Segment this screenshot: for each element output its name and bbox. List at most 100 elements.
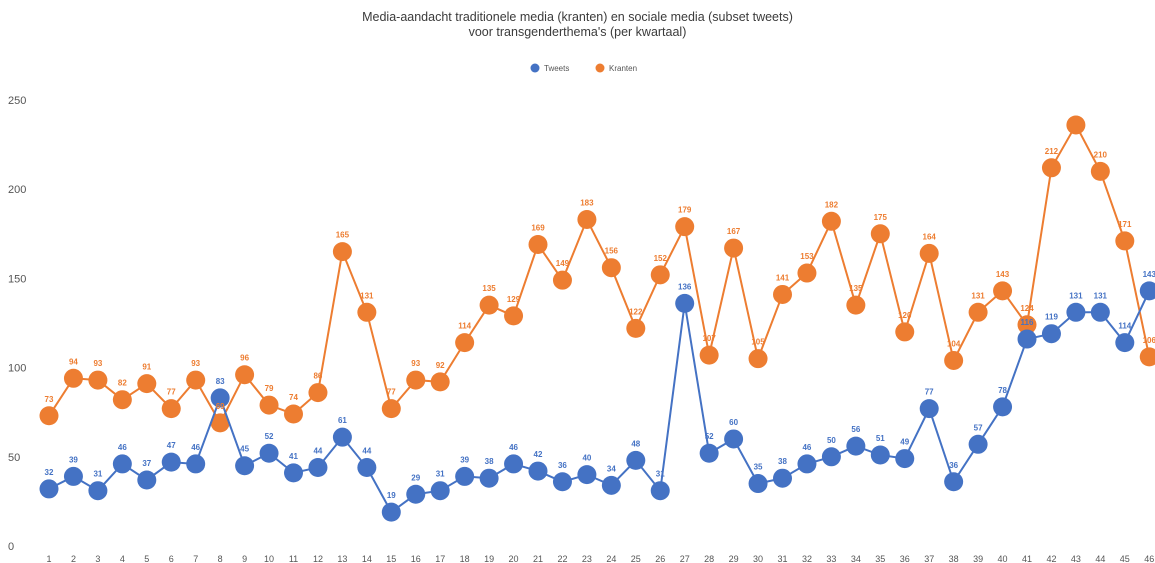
data-point-tweets (39, 479, 59, 499)
data-label-kranten: 107 (702, 334, 716, 343)
data-label-kranten: 120 (898, 311, 912, 320)
data-point-tweets (1017, 329, 1037, 349)
data-label-kranten: 129 (507, 295, 521, 304)
x-tick-label: 45 (1120, 554, 1130, 563)
data-point-tweets (161, 452, 181, 472)
x-tick-label: 9 (242, 554, 247, 563)
data-label-tweets: 31 (656, 470, 665, 479)
x-axis: 1 2 3 4 5 6 7 8 9 10 11 12 13 14 15 16 17 18 19 20 21 22 23 24 2… (46, 554, 1154, 563)
x-tick-label: 26 (655, 554, 665, 563)
data-point-kranten (797, 263, 817, 283)
data-point-tweets (88, 481, 108, 501)
data-point-kranten (895, 322, 915, 342)
data-label-kranten: 175 (874, 213, 888, 222)
x-tick-label: 34 (851, 554, 861, 563)
x-tick-label: 25 (631, 554, 641, 563)
data-point-kranten (1017, 315, 1037, 335)
data-label-tweets: 42 (534, 450, 543, 459)
data-point-tweets (748, 474, 768, 494)
data-label-kranten: 77 (387, 388, 396, 397)
data-label-kranten: 124 (1020, 304, 1034, 313)
data-point-tweets (699, 443, 719, 463)
legend-label-tweets: Tweets (544, 64, 569, 73)
data-point-tweets (626, 450, 646, 470)
data-point-kranten (724, 238, 744, 258)
data-label-kranten: 106 (1143, 336, 1155, 345)
data-point-kranten (186, 370, 206, 390)
data-label-kranten: 131 (360, 291, 374, 300)
data-point-kranten (1041, 158, 1061, 178)
data-label-kranten: 143 (996, 270, 1010, 279)
x-tick-label: 18 (460, 554, 470, 563)
data-point-kranten (577, 210, 597, 230)
x-tick-label: 39 (973, 554, 983, 563)
data-point-kranten (235, 365, 255, 385)
data-label-tweets: 46 (191, 443, 200, 452)
data-point-tweets (1066, 302, 1086, 322)
data-label-kranten: 169 (531, 224, 545, 233)
data-point-kranten (773, 284, 792, 304)
data-label-kranten: 167 (727, 227, 741, 236)
x-tick-label: 42 (1046, 554, 1056, 563)
data-label-kranten: 182 (825, 200, 839, 209)
x-tick-label: 24 (606, 554, 616, 563)
data-label-kranten: 131 (971, 291, 985, 300)
data-point-kranten (748, 349, 768, 369)
data-point-kranten (381, 399, 401, 419)
data-point-tweets (1041, 324, 1061, 344)
x-tick-label: 28 (704, 554, 714, 563)
x-tick-label: 41 (1022, 554, 1032, 563)
x-tick-label: 6 (169, 554, 174, 563)
data-point-tweets (846, 436, 866, 456)
data-point-tweets (944, 472, 964, 492)
data-point-kranten (993, 281, 1013, 301)
data-label-kranten: 73 (45, 395, 54, 404)
data-point-tweets (63, 466, 83, 486)
data-point-tweets (675, 293, 695, 313)
data-point-kranten (626, 318, 646, 338)
data-point-kranten (650, 265, 670, 285)
data-label-kranten: 93 (93, 359, 102, 368)
x-tick-label: 33 (826, 554, 836, 563)
y-axis: 0 50 100 150 200 250 (8, 95, 26, 553)
data-point-kranten (1090, 161, 1110, 181)
data-label-kranten: 212 (1045, 147, 1059, 156)
data-point-tweets (235, 456, 255, 476)
x-tick-label: 4 (120, 554, 125, 563)
data-label-tweets: 56 (851, 425, 860, 434)
data-point-kranten (308, 383, 328, 403)
x-tick-label: 1 (46, 554, 51, 563)
data-label-tweets: 35 (754, 463, 763, 472)
data-point-kranten (968, 302, 988, 322)
data-label-kranten: 179 (678, 206, 692, 215)
data-point-tweets (430, 481, 450, 501)
data-label-tweets: 38 (485, 457, 494, 466)
data-label-tweets: 39 (460, 455, 469, 464)
data-point-tweets (259, 443, 279, 463)
data-label-tweets: 116 (1021, 318, 1034, 327)
x-tick-label: 19 (484, 554, 494, 563)
legend-label-kranten: Kranten (609, 64, 637, 73)
data-label-kranten: 114 (458, 322, 471, 331)
x-tick-label: 17 (435, 554, 445, 563)
data-labels: 32 39 31 46 37 47 46 83 45 52 41 44 61 44 19 29 31 39 38 46… (45, 147, 1155, 500)
x-tick-label: 16 (411, 554, 421, 563)
data-point-tweets (479, 468, 499, 488)
data-label-tweets: 19 (387, 491, 396, 500)
data-label-tweets: 36 (949, 461, 958, 470)
data-label-tweets: 44 (313, 447, 322, 456)
data-label-kranten: 165 (336, 231, 350, 240)
data-label-kranten: 156 (605, 247, 619, 256)
data-point-tweets (1139, 281, 1155, 301)
data-point-kranten (919, 243, 939, 263)
data-point-tweets (870, 445, 890, 465)
x-tick-label: 3 (95, 554, 100, 563)
x-tick-label: 27 (680, 554, 690, 563)
data-label-tweets: 49 (900, 438, 909, 447)
data-point-tweets (968, 434, 988, 454)
data-label-tweets: 40 (582, 454, 591, 463)
data-point-kranten (699, 345, 719, 365)
data-point-kranten (430, 372, 450, 392)
data-label-tweets: 57 (974, 423, 983, 432)
x-tick-label: 2 (71, 554, 76, 563)
